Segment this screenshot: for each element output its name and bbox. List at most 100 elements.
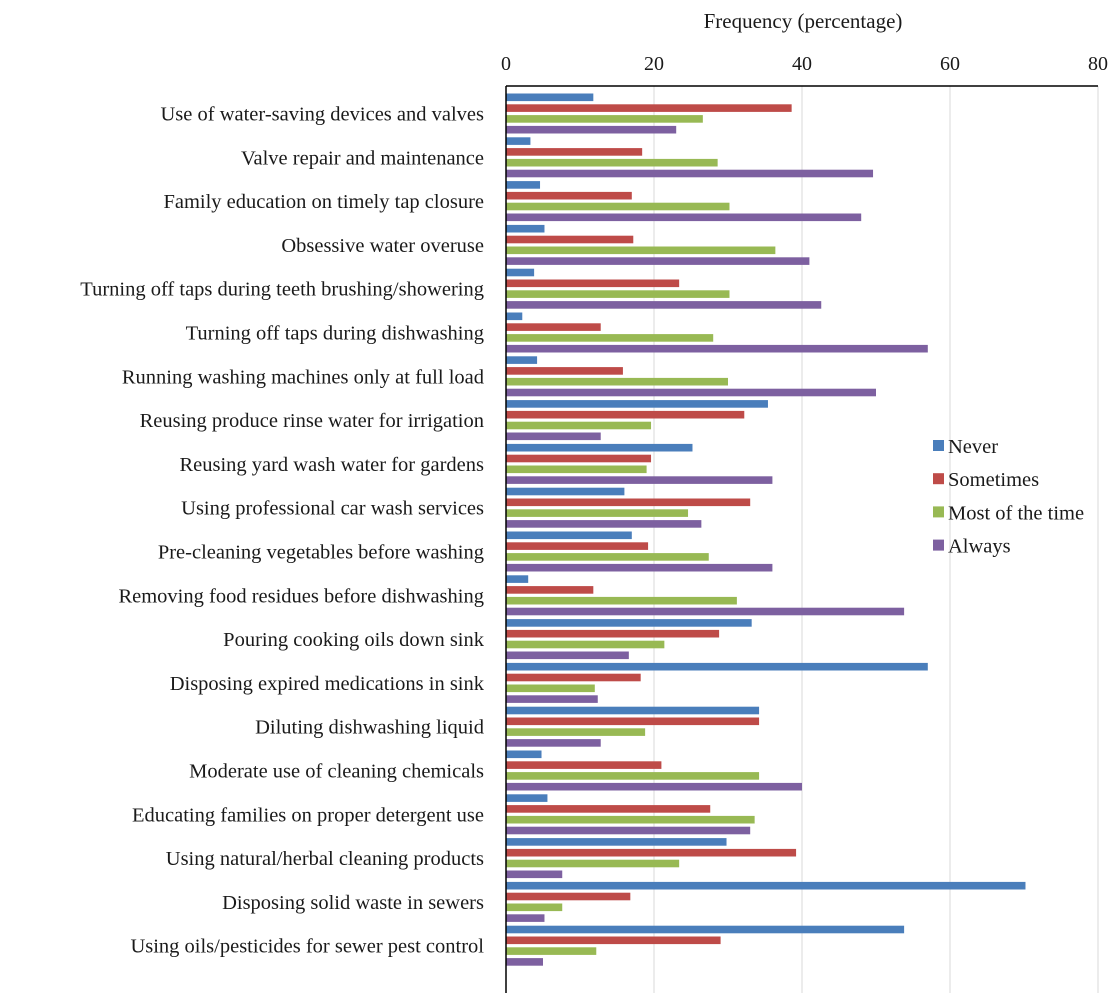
category-label: Turning off taps during teeth brushing/s… [80,279,484,301]
bar [506,728,646,736]
category-label: Disposing solid waste in sewers [222,892,484,914]
bar [506,498,751,507]
legend-swatch [933,506,944,518]
bar [506,739,601,747]
legend-swatch [933,440,944,451]
bar [506,640,665,649]
bar [506,356,538,364]
bar [506,213,862,222]
category-label: Use of water-saving devices and valves [161,104,485,126]
bar [506,421,652,430]
bar [506,432,601,441]
category-label: Pouring cooking oils down sink [223,629,485,651]
bar [506,619,752,627]
category-label: Reusing produce rinse water for irrigati… [140,410,484,432]
bar [506,892,631,901]
bar [506,312,523,321]
bar [506,805,711,813]
bar [506,684,595,693]
bar [506,246,776,255]
bar [506,377,728,386]
bar [506,93,594,102]
bar [506,947,597,955]
category-label: Pre-cleaning vegetables before washing [158,542,484,564]
bar [506,596,737,605]
bar [506,881,1026,890]
bar [506,181,541,189]
bar [506,782,802,791]
bar [506,673,641,682]
bar [506,794,548,802]
bar [506,443,693,452]
bar [506,400,768,408]
bar [506,125,677,134]
legend-label: Sometimes [948,469,1039,491]
legend-swatch [933,539,944,551]
bar [506,848,797,857]
category-label: Valve repair and maintenance [241,147,484,169]
category-label: Moderate use of cleaning chemicals [189,761,484,783]
bar [506,575,529,583]
bar [506,290,730,298]
bar [506,903,563,912]
x-tick-label: 40 [792,53,812,75]
bar [506,257,810,265]
bar [506,104,792,112]
category-label: Reusing yard wash water for gardens [179,454,484,476]
category-label: Diluting dishwashing liquid [255,717,484,739]
bar [506,323,601,331]
bar [506,487,625,496]
bar [506,465,647,474]
x-axis-title: Frequency (percentage) [704,9,903,33]
bar [506,137,531,145]
x-tick-label: 0 [501,53,511,75]
bar [506,838,727,846]
bar [506,191,632,200]
bar [506,115,703,123]
category-label: Using oils/pesticides for sewer pest con… [130,936,484,958]
bar [506,334,714,342]
bar [506,531,632,540]
x-tick-label: 60 [940,53,960,75]
bar [506,629,720,638]
x-tick-label: 80 [1088,53,1108,75]
bar [506,662,928,671]
bar [506,750,542,759]
bar [506,169,874,178]
bar [506,859,680,868]
bar [506,717,760,726]
bar [506,607,905,616]
bar [506,301,822,309]
bar [506,410,745,419]
bar [506,224,545,233]
bar [506,958,543,966]
category-label: Running washing machines only at full lo… [122,366,484,388]
bar [506,761,662,769]
category-label: Educating families on proper detergent u… [132,804,484,826]
bar [506,772,760,780]
bar [506,344,928,353]
category-label: Using natural/herbal cleaning products [166,848,484,870]
bar [506,454,652,463]
bar [506,925,905,934]
bar [506,367,623,375]
bar [506,148,643,156]
bar [506,870,563,879]
legend-label: Never [948,436,998,458]
bar [506,520,702,528]
bar [506,695,598,703]
bar [506,476,773,484]
bar [506,268,535,277]
legend-label: Most of the time [948,502,1084,524]
category-label: Disposing expired medications in sink [170,673,485,695]
category-label: Removing food residues before dishwashin… [118,585,484,607]
bar [506,706,760,715]
bar [506,563,773,572]
legend-label: Always [948,536,1011,558]
bar [506,202,730,211]
bar [506,936,721,945]
bar [506,509,689,517]
bar [506,279,680,288]
